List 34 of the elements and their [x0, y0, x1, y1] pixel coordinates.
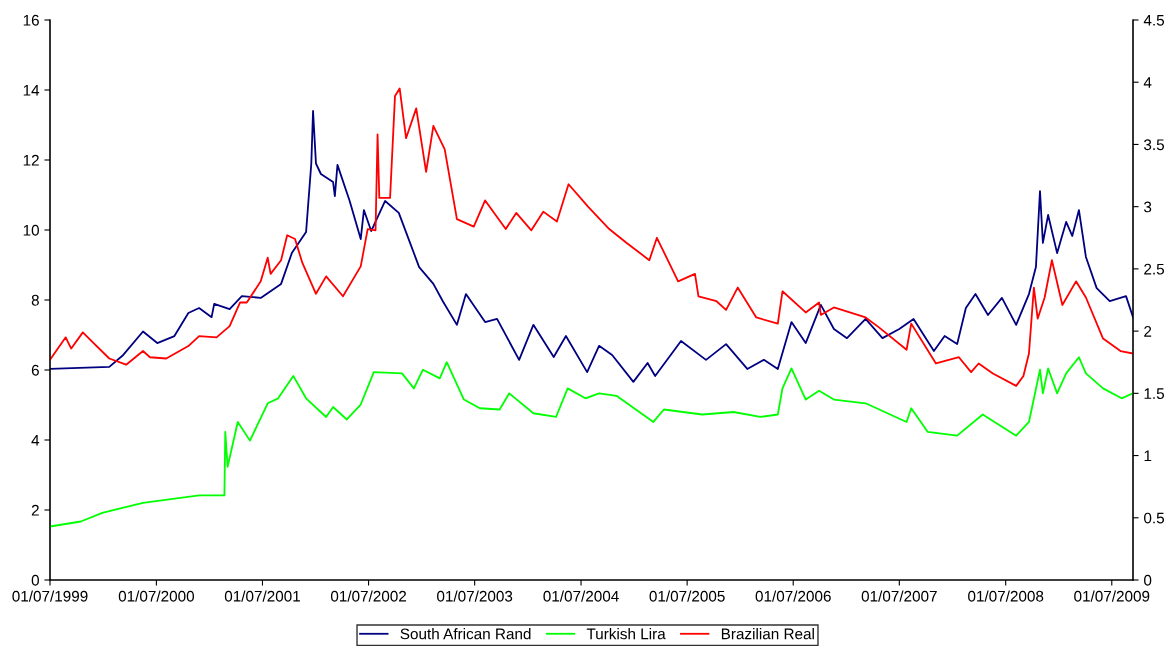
- y2-tick-label: 4.5: [1143, 15, 1165, 26]
- y-tick-label: 10: [23, 224, 39, 236]
- x-tick-label: 01/07/2003: [437, 590, 513, 602]
- line-series: [50, 356, 1133, 528]
- x-tick-label: 01/07/2002: [330, 590, 407, 602]
- y-tick-label: 16: [23, 14, 39, 26]
- y2-tick-label: 1.5: [1144, 388, 1165, 400]
- y2-tick-label: 2: [1144, 325, 1152, 337]
- legend-label: Brazilian Real: [721, 628, 814, 640]
- x-tick-label: 01/07/2006: [755, 590, 831, 602]
- legend-label: Turkish Lira: [586, 628, 666, 640]
- y-tick-label: 4: [31, 435, 40, 446]
- x-tick-label: 01/07/2008: [968, 590, 1044, 602]
- y-tick-label: 2: [31, 504, 39, 516]
- y2-tick-label: 4: [1143, 77, 1152, 88]
- x-tick-label: 01/07/2001: [224, 590, 300, 602]
- x-tick-label: 01/07/2000: [118, 590, 195, 602]
- y2-tick-label: 0.5: [1144, 512, 1165, 524]
- x-tick-label: 01/07/2004: [543, 590, 619, 602]
- x-tick-label: 01/07/1999: [12, 590, 88, 602]
- y2-tick-label: 1: [1144, 450, 1152, 462]
- y2-tick-label: 3.5: [1144, 139, 1165, 151]
- legend-label: South African Rand: [400, 628, 531, 640]
- y2-tick-label: 2.5: [1144, 263, 1165, 275]
- x-tick-label: 01/07/2007: [861, 590, 937, 602]
- x-tick-label: 01/07/2005: [649, 590, 725, 602]
- y-tick-label: 6: [31, 364, 39, 376]
- y-tick-label: 0: [31, 574, 39, 586]
- y-tick-label: 14: [23, 85, 40, 96]
- y-tick-label: 12: [23, 154, 39, 166]
- y-tick-label: 8: [31, 294, 39, 306]
- y2-tick-label: 0: [1144, 574, 1152, 586]
- y2-tick-label: 3: [1144, 201, 1152, 213]
- x-tick-label: 01/07/2009: [1074, 590, 1150, 602]
